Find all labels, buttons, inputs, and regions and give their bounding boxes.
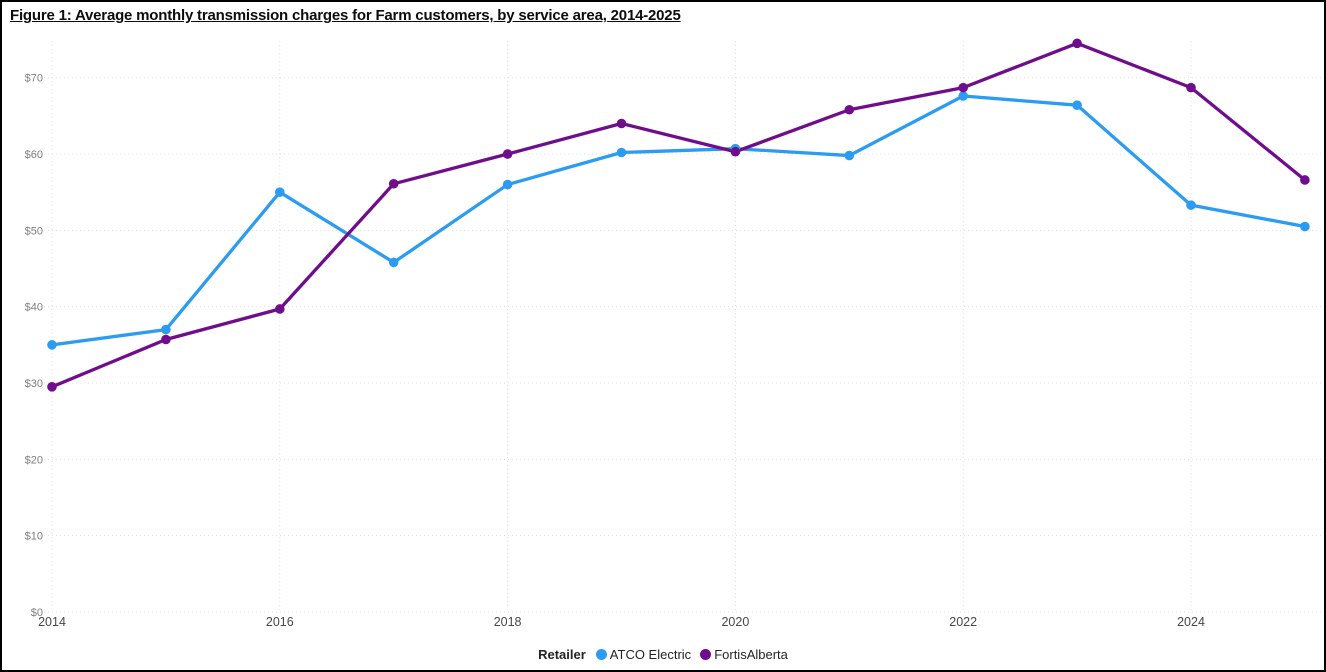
y-axis-tick-label: $30 [25, 378, 43, 390]
y-axis-tick-label: $0 [31, 607, 43, 619]
x-axis-tick-label: 2020 [721, 615, 749, 629]
legend-item-label: FortisAlberta [714, 646, 788, 662]
data-point-fortisalberta-2014[interactable] [47, 382, 57, 392]
data-point-fortisalberta-2018[interactable] [502, 149, 513, 159]
legend-title: Retailer [538, 646, 586, 662]
legend-marker-icon [595, 648, 607, 660]
data-point-fortisalberta-2021[interactable] [844, 104, 855, 115]
legend-item-fortisalberta[interactable]: FortisAlberta [700, 647, 788, 662]
data-point-atco-electric-2024[interactable] [1186, 200, 1196, 210]
x-axis-tick-label: 2014 [38, 615, 66, 629]
data-point-fortisalberta-2023[interactable] [1072, 38, 1082, 49]
data-point-atco-electric-2022[interactable] [958, 91, 968, 101]
data-point-fortisalberta-2025[interactable] [1300, 175, 1310, 185]
x-axis-tick-label: 2018 [494, 615, 522, 629]
series-line-fortisalberta[interactable] [50, 41, 1307, 389]
data-point-atco-electric-2023[interactable] [1072, 100, 1082, 110]
data-point-fortisalberta-2022[interactable] [958, 82, 968, 93]
legend-items: ATCO Electric FortisAlberta [595, 646, 788, 662]
y-axis-tick-label: $70 [25, 73, 43, 85]
data-point-fortisalberta-2020[interactable] [730, 146, 741, 157]
figure-title: Figure 1: Average monthly transmission c… [10, 7, 681, 24]
data-point-atco-electric-2014[interactable] [47, 340, 57, 350]
series-line-atco-electric[interactable] [50, 94, 1307, 347]
data-point-fortisalberta-2017[interactable] [388, 178, 399, 189]
data-point-atco-electric-2019[interactable] [616, 147, 627, 158]
data-point-fortisalberta-2015[interactable] [161, 334, 171, 345]
legend-marker-icon [700, 648, 712, 660]
x-axis-tick-label: 2022 [949, 615, 977, 629]
data-point-atco-electric-2025[interactable] [1300, 221, 1310, 232]
x-axis-tick-label: 2016 [266, 615, 294, 629]
y-axis-tick-label: $20 [25, 454, 43, 466]
y-axis-tick-label: $40 [25, 302, 43, 314]
data-point-fortisalberta-2019[interactable] [616, 118, 627, 129]
data-point-atco-electric-2018[interactable] [502, 179, 513, 190]
data-point-fortisalberta-2024[interactable] [1186, 82, 1196, 93]
y-axis-tick-label: $10 [25, 531, 43, 543]
y-axis-tick-label: $60 [25, 149, 43, 161]
data-point-atco-electric-2017[interactable] [388, 257, 399, 268]
data-point-atco-electric-2016[interactable] [275, 187, 285, 197]
y-axis-tick-label: $50 [25, 225, 43, 237]
data-point-atco-electric-2015[interactable] [161, 324, 171, 335]
x-axis-tick-label: 2024 [1177, 615, 1205, 629]
legend-item-label: ATCO Electric [609, 646, 692, 662]
data-point-atco-electric-2021[interactable] [844, 150, 855, 161]
legend: Retailer ATCO Electric FortisAlberta [2, 645, 1324, 663]
legend-item-atco-electric[interactable]: ATCO Electric [595, 646, 692, 662]
data-point-fortisalberta-2016[interactable] [275, 304, 285, 314]
